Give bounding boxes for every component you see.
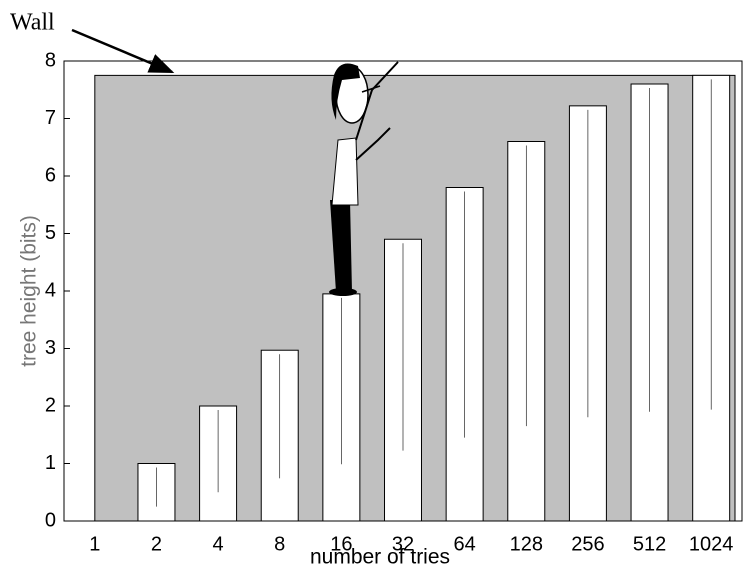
page: {"chart_data": {"type": "bar", "annotati… bbox=[0, 0, 748, 576]
x-tick-label: 256 bbox=[571, 533, 604, 555]
x-tick-label: 8 bbox=[274, 533, 285, 555]
x-tick-label: 64 bbox=[454, 533, 476, 555]
y-tick-label: 5 bbox=[45, 222, 56, 244]
x-tick-label: 1 bbox=[89, 533, 100, 555]
x-tick-label: 16 bbox=[330, 533, 352, 555]
x-tick-label: 512 bbox=[633, 533, 666, 555]
x-tick-label: 32 bbox=[392, 533, 414, 555]
x-tick-label: 2 bbox=[151, 533, 162, 555]
y-tick-label: 0 bbox=[45, 509, 56, 531]
y-tick-label: 7 bbox=[45, 107, 56, 129]
y-tick-label: 1 bbox=[45, 452, 56, 474]
y-tick-label: 4 bbox=[45, 279, 56, 301]
wall-annotation: Wall bbox=[10, 10, 55, 36]
annotation-arrow bbox=[72, 30, 172, 72]
y-axis-label: tree height (bits) bbox=[18, 215, 41, 367]
y-tick-label: 2 bbox=[45, 394, 56, 416]
y-tick-label: 3 bbox=[45, 337, 56, 359]
chart: Wall tree height (bits) number of tries … bbox=[0, 0, 748, 571]
x-tick-label: 1024 bbox=[689, 533, 734, 555]
y-tick-label: 8 bbox=[45, 49, 56, 71]
y-tick-label: 6 bbox=[45, 164, 56, 186]
x-tick-label: 4 bbox=[213, 533, 224, 555]
x-tick-label: 128 bbox=[510, 533, 543, 555]
